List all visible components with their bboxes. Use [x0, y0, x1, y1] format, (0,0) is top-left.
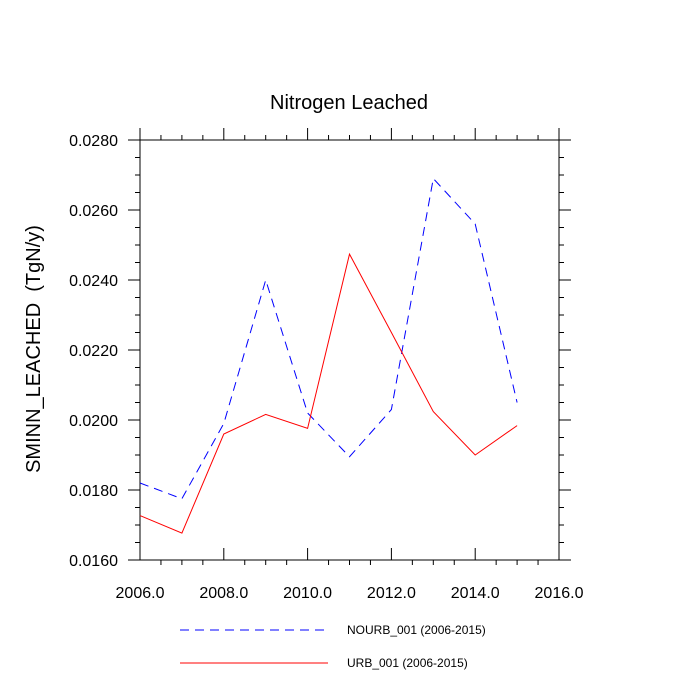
- y-axis-label-group: SMINN_LEACHED (TgN/y): [23, 225, 45, 473]
- y-axis-label: SMINN_LEACHED (TgN/y): [23, 225, 45, 473]
- x-tick-label: 2008.0: [199, 585, 248, 602]
- x-tick-label: 2006.0: [116, 585, 165, 602]
- legend-label-2: URB_001 (2006-2015): [347, 656, 468, 670]
- plot-frame: [139, 139, 560, 561]
- legend-label-1: NOURB_001 (2006-2015): [347, 623, 486, 637]
- y-tick-label: 0.0240: [69, 273, 118, 290]
- axis-ticks: [128, 128, 571, 565]
- y-tick-label: 0.0280: [69, 133, 118, 150]
- x-tick-label: 2014.0: [451, 585, 500, 602]
- y-tick-label: 0.0220: [69, 343, 118, 360]
- x-tick-label: 2010.0: [283, 585, 332, 602]
- series-line-1: [139, 177, 518, 500]
- x-tick-label: 2012.0: [367, 585, 416, 602]
- y-tick-label: 0.0180: [69, 483, 118, 500]
- series-line-2: [139, 252, 518, 534]
- axis-tick-labels: 2006.0 2008.0 2010.0 2012.0 2014.0 2016.0 0.01…: [69, 133, 584, 602]
- y-tick-label: 0.0260: [69, 203, 118, 220]
- legend: NOURB_001 (2006-2015) URB_001 (2006-2015): [180, 623, 486, 670]
- x-tick-label: 2016.0: [535, 585, 584, 602]
- series-layer: [139, 177, 518, 534]
- y-tick-label: 0.0160: [69, 553, 118, 570]
- y-tick-label: 0.0200: [69, 413, 118, 430]
- chart-title: Nitrogen Leached: [270, 92, 428, 114]
